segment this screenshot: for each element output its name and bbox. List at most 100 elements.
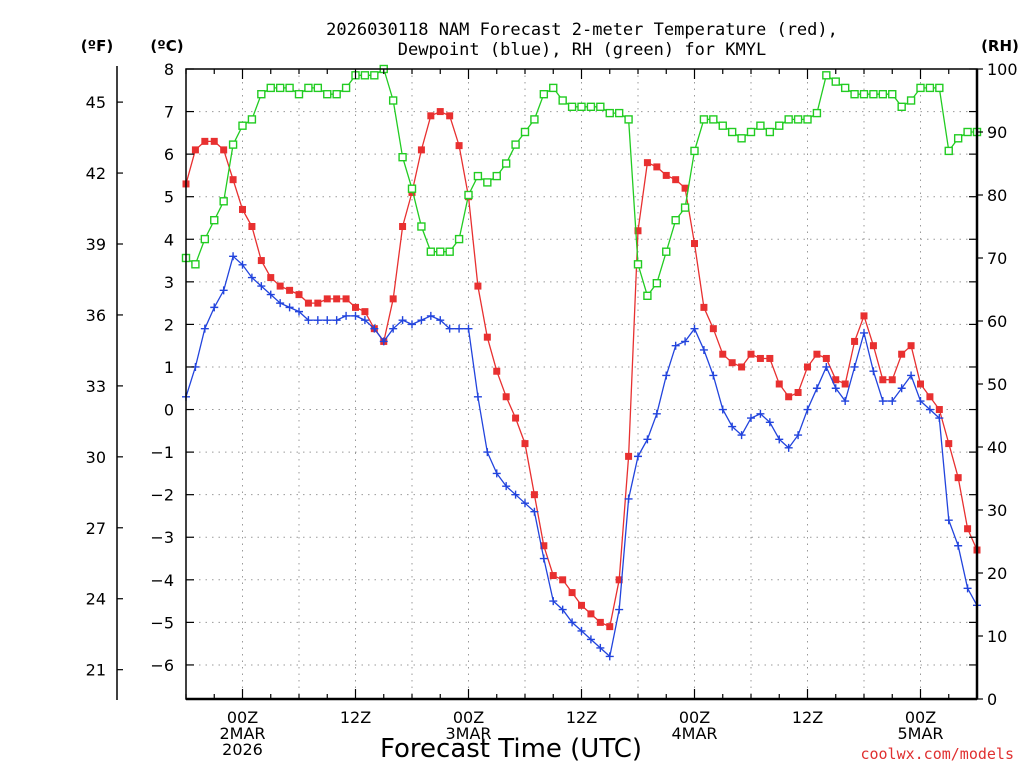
dewpoint-point bbox=[295, 307, 303, 316]
rh-point bbox=[746, 127, 756, 137]
fahrenheit-tick-label: 36 bbox=[86, 306, 106, 325]
temperature-point bbox=[201, 137, 209, 145]
dewpoint-point bbox=[408, 320, 416, 329]
rh-point bbox=[464, 190, 473, 200]
temperature-point bbox=[606, 623, 614, 631]
series-dewpoint bbox=[182, 252, 981, 661]
temperature-point bbox=[917, 380, 924, 388]
dewpoint-point bbox=[266, 290, 275, 299]
x-tick-label: 5MAR bbox=[897, 724, 943, 743]
dewpoint-point bbox=[765, 418, 774, 427]
temperature-point bbox=[681, 184, 689, 192]
rh-tick-label: 50 bbox=[987, 375, 1007, 394]
dewpoint-point bbox=[379, 337, 388, 346]
rh-point bbox=[906, 96, 916, 105]
temperature-point bbox=[822, 354, 830, 362]
temperature-point bbox=[813, 350, 821, 358]
celsius-axis-unit: (ºC) bbox=[150, 37, 183, 55]
temperature-point bbox=[474, 282, 482, 290]
x-tick-label: 00Z bbox=[679, 708, 710, 727]
dewpoint-point bbox=[803, 405, 812, 414]
temperature-point bbox=[691, 240, 698, 248]
rh-point bbox=[756, 121, 765, 130]
rh-point bbox=[850, 89, 859, 99]
rh-point bbox=[473, 171, 483, 181]
temperature-point bbox=[304, 299, 312, 307]
temperature-point bbox=[361, 308, 369, 316]
temperature-point bbox=[615, 576, 623, 584]
temperature-point bbox=[945, 440, 953, 448]
rh-point bbox=[567, 102, 577, 112]
rh-point bbox=[238, 121, 247, 130]
temperature-point bbox=[653, 163, 661, 171]
rh-point bbox=[511, 140, 520, 149]
temperature-point bbox=[248, 223, 256, 230]
temperature-point bbox=[888, 376, 896, 384]
temperature-point bbox=[672, 176, 680, 184]
temperature-point bbox=[709, 325, 717, 333]
rh-point bbox=[784, 115, 793, 124]
dewpoint-point bbox=[549, 597, 558, 606]
rh-point bbox=[294, 89, 304, 99]
rh-tick-label: 100 bbox=[987, 60, 1018, 79]
temperature-point bbox=[521, 440, 529, 448]
dewpoint-point bbox=[568, 618, 577, 627]
temperature-point bbox=[568, 589, 576, 597]
rh-point bbox=[803, 115, 812, 124]
temperature-point bbox=[625, 452, 633, 460]
dewpoint-point bbox=[238, 260, 247, 269]
temperature-point bbox=[483, 333, 491, 341]
temperature-point bbox=[559, 576, 567, 584]
rh-point bbox=[370, 71, 379, 80]
rh-point bbox=[718, 121, 727, 130]
temperature-point bbox=[766, 354, 774, 362]
rh-point bbox=[925, 83, 935, 93]
dewpoint-point bbox=[615, 605, 624, 614]
rh-point bbox=[897, 102, 906, 112]
rh-point bbox=[266, 83, 275, 93]
rh-point bbox=[869, 89, 878, 99]
dewpoint-point bbox=[521, 499, 529, 508]
temperature-point bbox=[239, 205, 246, 213]
temperature-point bbox=[935, 406, 943, 414]
temperature-point bbox=[342, 295, 350, 303]
dewpoint-point bbox=[709, 371, 718, 380]
temperature-point bbox=[446, 112, 454, 120]
x-tick-label: 4MAR bbox=[671, 724, 717, 743]
rh-point bbox=[388, 96, 398, 105]
rh-tick-label: 90 bbox=[987, 123, 1007, 142]
rh-point bbox=[765, 127, 775, 137]
temperature-point bbox=[333, 295, 341, 303]
dewpoint-point bbox=[370, 324, 379, 333]
rh-point bbox=[662, 247, 671, 256]
dewpoint-point bbox=[860, 328, 868, 337]
fahrenheit-tick-label: 39 bbox=[86, 235, 106, 254]
temperature-point bbox=[869, 342, 877, 350]
dewpoint-point bbox=[502, 482, 511, 491]
temperature-point bbox=[747, 350, 755, 358]
rh-point bbox=[407, 184, 417, 193]
dewpoint-point bbox=[812, 384, 821, 393]
dewpoint-point bbox=[200, 324, 209, 333]
rh-tick-label: 60 bbox=[987, 312, 1007, 331]
rh-point bbox=[822, 71, 831, 80]
temperature-point bbox=[756, 354, 764, 362]
temperature-point bbox=[286, 286, 294, 294]
chart-title-line1: 2026030118 NAM Forecast 2-meter Temperat… bbox=[326, 20, 838, 40]
celsius-tick-label: 7 bbox=[164, 103, 174, 122]
dewpoint-point bbox=[784, 443, 793, 452]
rh-point bbox=[530, 115, 539, 124]
x-tick-label: 3MAR bbox=[445, 724, 491, 743]
temperature-point bbox=[399, 223, 407, 230]
dewpoint-point bbox=[907, 371, 916, 380]
dewpoint-point bbox=[662, 371, 671, 380]
dewpoint-point bbox=[492, 469, 501, 478]
celsius-tick-label: 5 bbox=[164, 188, 174, 207]
temperature-point bbox=[926, 393, 934, 401]
rh-point bbox=[916, 83, 925, 93]
celsius-tick-label: −2 bbox=[150, 486, 174, 505]
celsius-tick-label: 2 bbox=[164, 315, 174, 334]
rh-point bbox=[200, 234, 210, 244]
temperature-point bbox=[427, 112, 435, 120]
rh-point bbox=[501, 159, 511, 168]
